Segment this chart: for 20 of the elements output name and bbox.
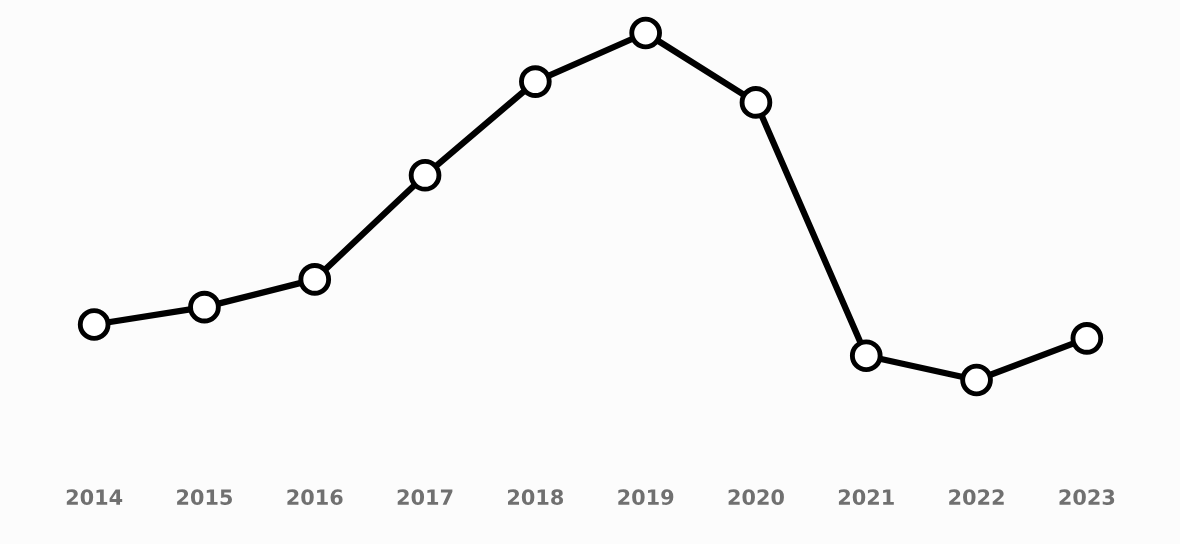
point <box>1070 322 1104 355</box>
x-tick-label: 2023 <box>1059 489 1115 506</box>
x-tick-label: 2015 <box>177 489 232 506</box>
x-tick-label: 2021 <box>838 489 894 506</box>
x-tick-label: 2022 <box>949 489 1004 506</box>
point <box>408 158 442 192</box>
x-tick-label: 2014 <box>66 489 123 506</box>
point <box>629 16 662 50</box>
point <box>188 290 221 324</box>
x-tick-label: 2020 <box>728 489 784 506</box>
x-tick-label: 2016 <box>287 489 343 506</box>
x-tick-label: 2019 <box>618 489 674 506</box>
point <box>739 86 773 119</box>
point <box>519 65 552 98</box>
point <box>77 308 111 341</box>
point <box>960 363 993 397</box>
x-tick-label: 2018 <box>508 489 564 506</box>
x-tick-label: 2017 <box>397 489 453 506</box>
point <box>849 339 883 373</box>
point <box>298 263 332 296</box>
